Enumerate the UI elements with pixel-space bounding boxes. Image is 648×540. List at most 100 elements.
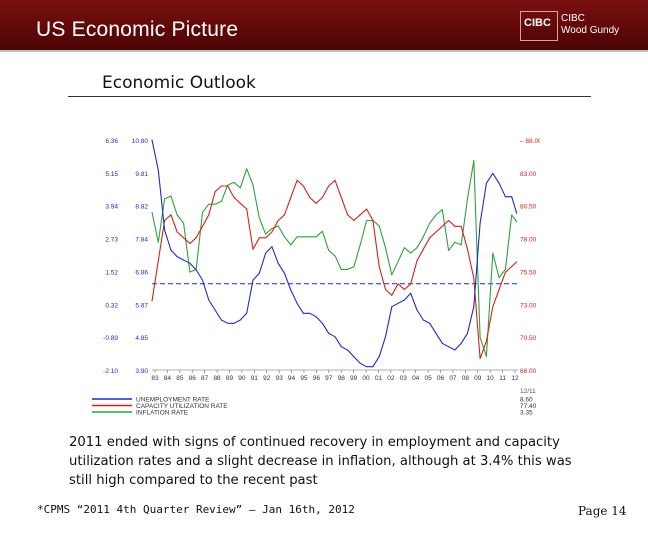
- x-axis-ticks: 83 84 85 86 87 88 89 90 91 92 93 94 95 96 97 98 99 00 01 02…: [151, 370, 519, 382]
- capacity-utilization-point: [176, 231, 178, 233]
- legend-latest-value: 77.40: [520, 403, 537, 410]
- unemployment-rate-point: [290, 289, 292, 291]
- capacity-utilization-point: [454, 225, 456, 227]
- capacity-utilization-point: [309, 197, 311, 198]
- unemployment-rate-point: [170, 249, 172, 251]
- unemployment-rate-point: [233, 322, 235, 324]
- unemployment-rate-point: [208, 299, 210, 301]
- legend-series-name: CAPACITY UTILIZATION RATE: [136, 403, 228, 410]
- capacity-utilization-point: [328, 185, 330, 187]
- x-axis-tick-label: 04: [412, 375, 420, 382]
- chart-legend: 12/11 UNEMPLOYMENT RATE 8.60 CAPACITY UTILI…: [92, 388, 537, 415]
- unemployment-axis-tick-label: 5.87: [135, 302, 148, 309]
- capacity-utilization-point: [214, 191, 216, 193]
- capacity-utilization-point: [460, 225, 462, 227]
- inflation-rate-point: [366, 220, 368, 221]
- inflation-rate-point: [302, 236, 304, 238]
- unemployment-rate-point: [183, 259, 185, 261]
- unemployment-rate-point: [397, 302, 399, 304]
- inflation-axis-tick-label: -2.10: [103, 368, 118, 375]
- capacity-utilization-point: [277, 220, 279, 221]
- capacity-utilization-point: [359, 214, 361, 216]
- x-axis-tick-label: 02: [387, 375, 395, 382]
- x-axis-tick-label: 11: [499, 375, 506, 382]
- capacity-utilization-point: [157, 260, 159, 262]
- inflation-rate-point: [460, 244, 462, 246]
- inflation-axis-tick-label: 3.94: [105, 204, 118, 211]
- inflation-rate-point: [340, 268, 342, 270]
- unemployment-rate-point: [176, 256, 178, 258]
- unemployment-rate-point: [189, 262, 191, 264]
- x-axis-tick-label: 98: [338, 375, 346, 382]
- capacity-utilization-point: [321, 197, 323, 198]
- unemployment-rate-point: [448, 346, 450, 348]
- capacity-utilization-point: [195, 237, 197, 239]
- x-axis-tick-label: 86: [189, 375, 197, 382]
- x-axis-tick-label: 92: [263, 375, 271, 382]
- inflation-axis-tick-label: 5.15: [105, 171, 118, 178]
- x-axis-tick-label: 88: [213, 375, 221, 382]
- unemployment-rate-point: [164, 229, 166, 231]
- left-axis-ticks: 6.36 10.80 5.15 9.81 3.94 8.82 2.73 7.84 1.52 6.8…: [103, 138, 148, 375]
- unemployment-rate-point: [220, 319, 222, 321]
- unemployment-rate-point: [473, 306, 475, 308]
- capacity-utilization-point: [284, 214, 285, 216]
- unemployment-rate-point: [410, 292, 412, 294]
- inflation-rate-point: [271, 228, 273, 230]
- unemployment-rate-point: [498, 182, 500, 184]
- inflation-rate-point: [321, 230, 323, 232]
- unemployment-axis-tick-label: 4.85: [135, 335, 148, 342]
- x-axis-tick-label: 09: [474, 375, 482, 382]
- inflation-rate-point: [485, 355, 487, 357]
- unemployment-rate-point: [214, 309, 216, 311]
- unemployment-rate-point: [359, 362, 361, 364]
- inflation-axis-tick-label: 6.36: [105, 138, 118, 145]
- inflation-rate-point: [183, 222, 185, 224]
- legend-series-name: INFLATION RATE: [136, 410, 189, 416]
- x-axis-tick-label: 05: [424, 375, 432, 382]
- capacity-utilization-point: [233, 197, 235, 198]
- unemployment-rate-point: [252, 279, 254, 281]
- capacity-utilization-point: [208, 214, 210, 216]
- inflation-rate-point: [277, 225, 279, 227]
- inflation-rate-point: [170, 195, 172, 197]
- capacity-utilization-point: [227, 185, 229, 187]
- unemployment-rate-point: [460, 342, 462, 344]
- unemployment-rate-point: [511, 196, 513, 198]
- series-lines: [151, 139, 518, 368]
- inflation-rate-point: [347, 268, 349, 270]
- unemployment-rate-point: [265, 252, 267, 254]
- unemployment-rate-point: [504, 196, 506, 198]
- unemployment-rate-point: [479, 222, 481, 224]
- x-axis-tick-label: 08: [462, 375, 470, 382]
- capacity-utilization-point: [258, 237, 260, 239]
- unemployment-rate-point: [435, 332, 437, 334]
- capacity-utilization-point: [378, 266, 380, 267]
- capacity-axis-tick-label: 73.00: [520, 302, 537, 309]
- unemployment-axis-tick-label: 7.84: [135, 237, 148, 244]
- economic-chart: 6.36 10.80 5.15 9.81 3.94 8.82 2.73 7.84 1.52 6.8…: [92, 138, 540, 415]
- capacity-utilization-point: [302, 185, 304, 187]
- x-axis-tick-label: 91: [251, 375, 259, 382]
- unemployment-rate-point: [195, 269, 197, 271]
- logo-wordmark-line1: CIBC: [561, 13, 585, 24]
- inflation-rate-point: [378, 225, 380, 227]
- unemployment-rate-point: [284, 272, 285, 274]
- capacity-utilization-point: [239, 202, 241, 204]
- capacity-utilization-point: [410, 283, 412, 285]
- x-axis-tick-label: 94: [288, 375, 296, 382]
- inflation-rate-point: [208, 203, 210, 205]
- inflation-rate-point: [233, 181, 235, 183]
- inflation-rate-point: [284, 236, 285, 238]
- unemployment-rate-point: [302, 312, 304, 314]
- inflation-rate-point: [410, 252, 412, 254]
- inflation-rate-point: [473, 160, 475, 162]
- x-axis-tick-label: 83: [151, 375, 159, 382]
- inflation-rate-point: [164, 198, 166, 200]
- unemployment-rate-point: [340, 346, 342, 348]
- inflation-rate-point: [397, 260, 399, 262]
- inflation-rate-point: [214, 203, 216, 205]
- unemployment-rate-point: [441, 342, 443, 344]
- capacity-utilization-point: [271, 231, 273, 233]
- capacity-utilization-point: [246, 208, 248, 210]
